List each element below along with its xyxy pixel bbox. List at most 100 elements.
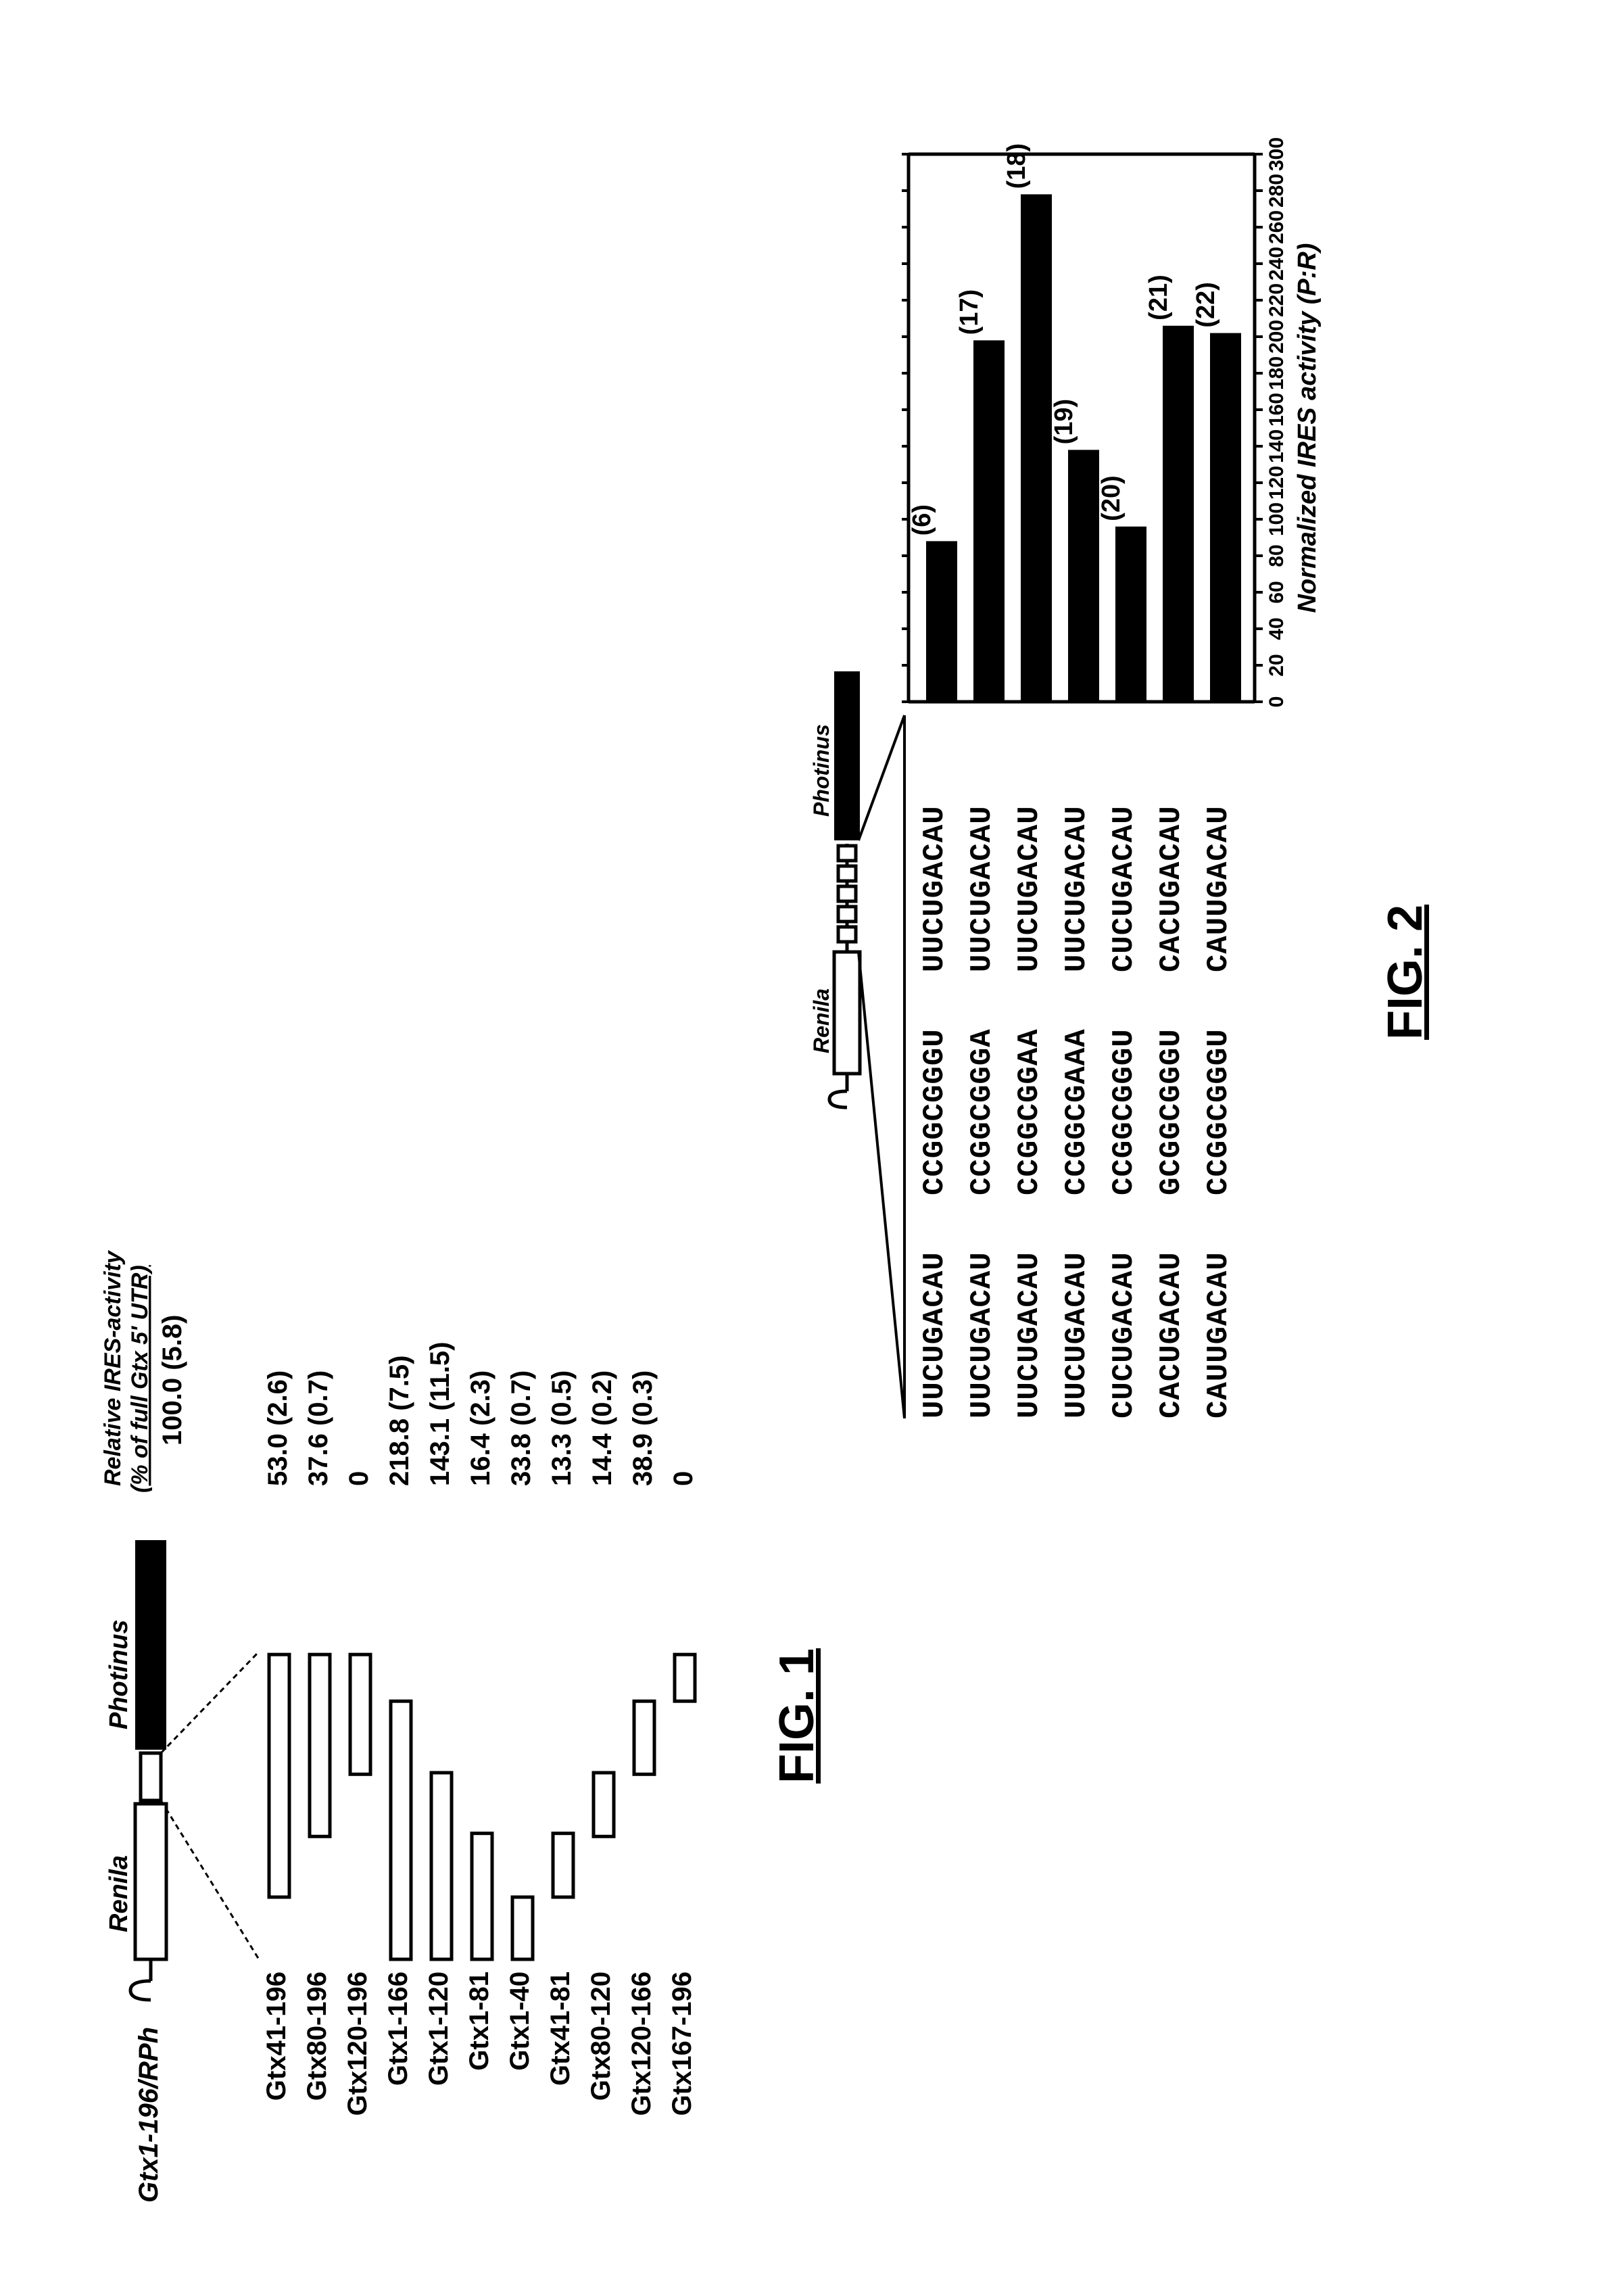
sequence-c2: GCGGCGGGU xyxy=(1155,1028,1188,1195)
fig1-row-label: Gtx80-196 xyxy=(302,1971,332,2101)
dash-right xyxy=(161,1652,259,1753)
sequence-c2: CCGGCGAAA xyxy=(1060,1028,1094,1195)
fig1-fragment-bar xyxy=(350,1654,370,1774)
fig1-activity-value: 53.0 (2.6) xyxy=(263,1370,293,1486)
fig1-activity-value: 33.8 (0.7) xyxy=(506,1370,536,1486)
sequence-c3: CUCUGACAU xyxy=(1107,805,1141,972)
fig1-activity-value: 38.9 (0.3) xyxy=(628,1370,658,1486)
sequence-c2: CCGGCGGGA xyxy=(965,1028,999,1195)
fig1-fragment-bar xyxy=(472,1834,492,1959)
fig1-fragment-bar xyxy=(634,1701,654,1774)
x-tick-label: 260 xyxy=(1265,210,1288,244)
fig1-activity-value: 0 xyxy=(344,1471,374,1486)
hairpin-icon xyxy=(829,1091,847,1107)
x-tick-label: 120 xyxy=(1265,466,1288,500)
fig1-activity-value: 143.1 (11.5) xyxy=(425,1342,455,1487)
sequence-c2: CCGGCGGGU xyxy=(1107,1028,1141,1195)
renila-label: Renila xyxy=(105,1855,133,1932)
fig2-seq-id: (18) xyxy=(1002,143,1031,189)
repeat-box-4 xyxy=(838,866,856,881)
fig1-caption: FIG. 1 xyxy=(769,1648,825,1784)
x-tick-label: 100 xyxy=(1265,502,1288,536)
fig1-fragment-bar xyxy=(594,1773,614,1836)
fig1-fragment-bar xyxy=(675,1654,695,1701)
x-tick-label: 140 xyxy=(1265,429,1288,463)
sequence-c3: UUCUGACAU xyxy=(918,805,952,972)
fig2-sequences: UUCUGACAU CCGGCGGGU UUCUGACAU UUCUGACAU CCGG… xyxy=(918,805,1236,1418)
repeat-box-5 xyxy=(838,846,856,861)
fig1-row-label: Gtx1-40 xyxy=(505,1971,535,2071)
fig2-seq-id: (6) xyxy=(908,504,936,535)
full-activity: 100.0 (5.8) xyxy=(158,1315,187,1445)
sequence-c2: CCGGCGGGU xyxy=(918,1028,952,1195)
x-tick-label: 180 xyxy=(1265,356,1288,390)
fig1-activity-value: 37.6 (0.7) xyxy=(304,1370,333,1486)
fig2-bar xyxy=(926,541,957,702)
sequence-c1: UUCUGACAU xyxy=(918,1251,952,1418)
fig2-bar xyxy=(1021,194,1052,702)
repeat-box-3 xyxy=(838,886,856,901)
fig1-row-label: Gtx120-196 xyxy=(343,1971,372,2115)
sequence-c1: UUCUGACAU xyxy=(1060,1251,1094,1418)
fig1-row-label: Gtx41-81 xyxy=(546,1971,575,2086)
sequence-c3: UUCUGACAU xyxy=(1013,805,1046,972)
fig1-row-label: Gtx1-120 xyxy=(424,1971,454,2086)
activity-header-1: Relative IRES-activity xyxy=(100,1249,126,1486)
fig1-activity-value: 13.3 (0.5) xyxy=(547,1370,577,1486)
sequence-c1: CAUUGACAU xyxy=(1202,1251,1236,1418)
x-tick-label: 20 xyxy=(1265,654,1288,676)
fig2-construct: Renila Photinus xyxy=(810,671,904,1418)
fig2-bar xyxy=(1163,326,1194,702)
x-tick-label: 40 xyxy=(1265,617,1288,640)
fig1-row-label: Gtx1-81 xyxy=(464,1971,494,2071)
renila-box-2 xyxy=(834,952,860,1074)
fig1-activity-value: 218.8 (7.5) xyxy=(385,1356,414,1486)
x-tick-label: 60 xyxy=(1265,581,1288,603)
fig2-bar xyxy=(1068,450,1099,702)
sequence-c1: CUCUGACAU xyxy=(1107,1251,1141,1418)
fig2-bar xyxy=(973,340,1005,702)
fig1-row-label: Gtx80-120 xyxy=(586,1971,616,2101)
fig2-seq-id: (19) xyxy=(1050,399,1078,445)
bracket-right xyxy=(859,715,904,840)
sequence-c3: UUCUGACAU xyxy=(965,805,999,972)
x-tick-label: 300 xyxy=(1265,137,1288,171)
fig2-chart: (6)(17)(18)(19)(20)(21)(22)0204060801001… xyxy=(902,137,1322,707)
fig2-seq-id: (21) xyxy=(1144,274,1173,320)
fig1-fragment-bar xyxy=(553,1834,573,1897)
x-tick-label: 80 xyxy=(1265,544,1288,567)
x-axis-label: Normalized IRES activity (P:R) xyxy=(1293,243,1322,613)
sequence-c1: UUCUGACAU xyxy=(965,1251,999,1418)
fig1-svg: Gtx1-196/RPh Renila Photinus Relative IR… xyxy=(93,1148,796,2203)
photinus-label: Photinus xyxy=(105,1619,133,1729)
figure-1: Gtx1-196/RPh Renila Photinus Relative IR… xyxy=(93,1148,796,2203)
fig1-fragment-bar xyxy=(431,1773,452,1959)
fig1-activity-value: 16.4 (2.3) xyxy=(466,1370,496,1486)
renila-label-2: Renila xyxy=(810,988,833,1053)
fig1-fragment-bar xyxy=(269,1654,289,1897)
fig1-fragment-bar xyxy=(512,1897,533,1959)
sequence-c3: CACUGACAU xyxy=(1155,805,1188,972)
photinus-label-2: Photinus xyxy=(810,724,833,817)
photinus-box xyxy=(135,1540,166,1750)
figure-2: Renila Photinus UUCUGACAUCCGGCGGGUUUCUGA… xyxy=(810,66,1513,1418)
sequence-c2: CCGGCGGAA xyxy=(1013,1028,1046,1195)
x-tick-label: 220 xyxy=(1265,283,1288,317)
fig2-seq-id: (20) xyxy=(1097,475,1126,521)
fig2-caption: FIG. 2 xyxy=(1378,905,1433,1040)
x-tick-label: 0 xyxy=(1265,696,1288,708)
fig1-row-label: Gtx167-196 xyxy=(667,1971,697,2115)
x-tick-label: 200 xyxy=(1265,320,1288,354)
fig2-seq-id: (22) xyxy=(1192,282,1220,328)
fig1-row-label: Gtx1-166 xyxy=(383,1971,413,2086)
hairpin-icon xyxy=(130,1981,151,2000)
repeat-box-2 xyxy=(838,907,856,922)
photinus-box-2 xyxy=(834,671,860,840)
activity-header-2: (% of full Gtx 5' UTR) xyxy=(127,1265,153,1493)
fig1-fragment-bar xyxy=(310,1654,330,1836)
fig2-bar xyxy=(1210,333,1241,702)
fig2-bar xyxy=(1115,527,1146,702)
dash-left xyxy=(161,1800,259,1959)
fig1-row-label: Gtx120-166 xyxy=(627,1971,656,2115)
x-tick-label: 240 xyxy=(1265,247,1288,281)
